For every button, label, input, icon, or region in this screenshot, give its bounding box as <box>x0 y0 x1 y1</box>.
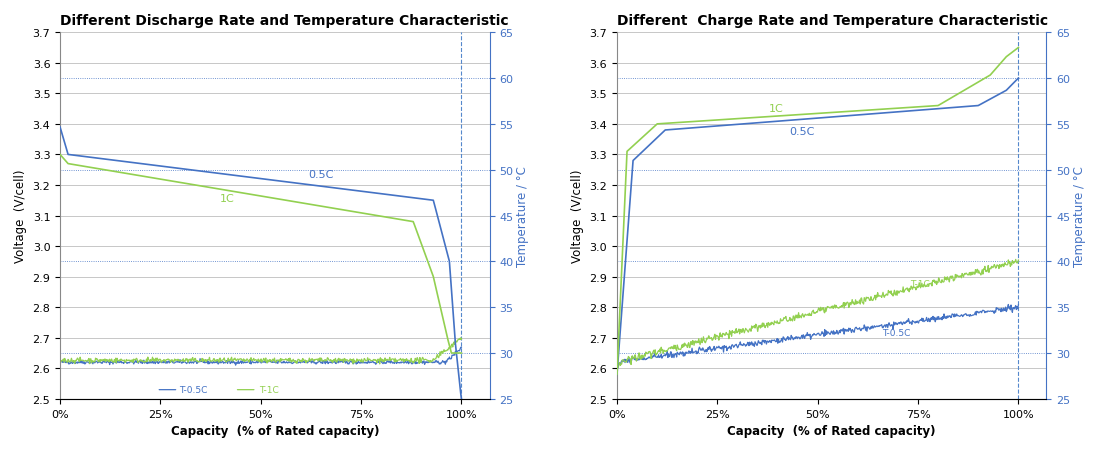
Y-axis label: Voltage  (V/cell): Voltage (V/cell) <box>571 170 584 262</box>
Text: 1C: 1C <box>769 104 784 114</box>
Text: 0.5C: 0.5C <box>309 170 334 179</box>
Y-axis label: Temperature / °C: Temperature / °C <box>516 166 529 267</box>
Text: Different  Charge Rate and Temperature Characteristic: Different Charge Rate and Temperature Ch… <box>617 14 1048 28</box>
Text: 0.5C: 0.5C <box>789 127 815 137</box>
Text: T-0.5C: T-0.5C <box>179 385 208 394</box>
X-axis label: Capacity  (% of Rated capacity): Capacity (% of Rated capacity) <box>170 424 380 437</box>
Text: 1C: 1C <box>220 194 235 204</box>
Text: Different Discharge Rate and Temperature Characteristic: Different Discharge Rate and Temperature… <box>60 14 508 28</box>
Text: T-0.5C: T-0.5C <box>882 328 910 337</box>
Text: T-1C: T-1C <box>258 385 278 394</box>
Y-axis label: Voltage  (V/cell): Voltage (V/cell) <box>14 170 26 262</box>
X-axis label: Capacity  (% of Rated capacity): Capacity (% of Rated capacity) <box>727 424 936 437</box>
Y-axis label: Temperature / °C: Temperature / °C <box>1074 166 1086 267</box>
Text: T-1C: T-1C <box>910 280 930 289</box>
